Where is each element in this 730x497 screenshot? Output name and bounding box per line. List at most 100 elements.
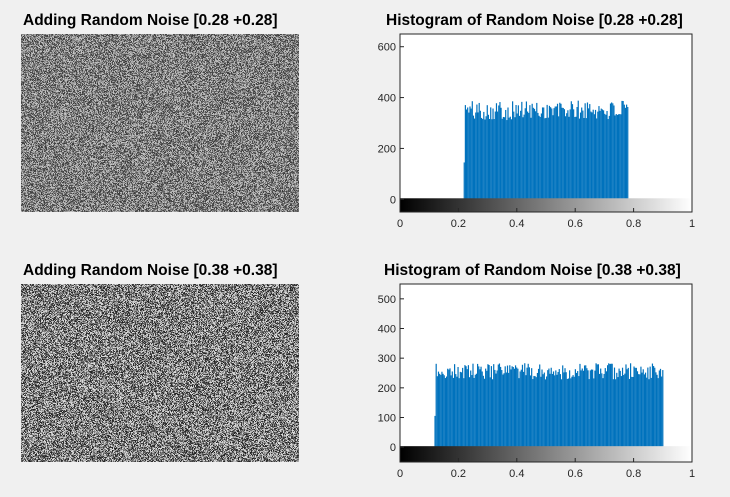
histogram-bar (589, 370, 591, 448)
histogram-bar (577, 100, 579, 200)
histogram-bar (524, 363, 526, 448)
histogram-bar (552, 115, 554, 200)
histogram-bar (508, 117, 510, 200)
histogram-bar (533, 108, 536, 200)
histogram-bar (443, 375, 445, 448)
histogram-bar (521, 364, 524, 448)
histogram-bar (601, 373, 603, 448)
histogram-bar (506, 120, 508, 200)
histogram-bar (465, 109, 468, 200)
histogram-bar (476, 104, 478, 200)
x-tick-label: 0.4 (509, 468, 524, 480)
histogram-bar (585, 118, 587, 200)
histogram-bar (458, 378, 460, 448)
histogram-bar (613, 105, 615, 200)
histogram-bar (600, 108, 602, 200)
x-tick-label: 0 (397, 468, 403, 480)
histogram-bar (621, 367, 624, 448)
histogram-bar (614, 115, 616, 200)
histogram-bar (661, 376, 663, 448)
histogram-bar (492, 108, 494, 200)
histogram-bar (529, 375, 532, 448)
histogram-bar (434, 415, 436, 448)
histogram-bar (510, 369, 512, 448)
histogram-bar (465, 366, 467, 448)
histogram-bar (464, 365, 466, 448)
histogram-bar (605, 114, 607, 200)
axes-box (399, 33, 693, 213)
histogram-title-2: Histogram of Random Noise [0.38 +0.38] (384, 262, 681, 279)
y-tick-label: 0 (390, 194, 396, 206)
histogram-bar (624, 373, 626, 448)
histogram-bar (554, 106, 556, 200)
histogram-bar (442, 373, 444, 448)
x-tick-label: 1 (689, 468, 695, 480)
histogram-bar (574, 369, 576, 448)
histogram-bar (656, 374, 658, 448)
histogram-bar (575, 116, 577, 200)
x-tick-label: 0.6 (568, 218, 583, 230)
histogram-bar (562, 365, 564, 448)
histogram-bar (440, 374, 442, 448)
histogram-bar (535, 377, 537, 448)
histogram-bar (621, 100, 623, 200)
image-title-1: Adding Random Noise [0.28 +0.28] (23, 12, 278, 29)
histogram-bar (620, 114, 622, 200)
histogram-bar (435, 363, 437, 448)
x-tick-label: 1 (689, 218, 695, 230)
histogram-bar (494, 111, 496, 200)
histogram-bar (554, 375, 556, 448)
histogram-bar (471, 101, 473, 200)
histogram-bar (445, 376, 448, 448)
histogram-bar (466, 369, 468, 448)
histogram-bar (608, 363, 610, 448)
histogram-bar (575, 372, 578, 448)
histogram-bar (564, 116, 567, 200)
histogram-bar (559, 374, 562, 448)
histogram-bar (557, 372, 559, 448)
histogram-bar (570, 101, 572, 200)
histogram-bar (460, 372, 463, 448)
histogram-bar (651, 363, 654, 448)
y-tick-label: 500 (378, 294, 396, 306)
histogram-bar (472, 363, 474, 448)
histogram-bar (619, 370, 621, 448)
histogram-bar (477, 112, 479, 200)
histogram-bar (459, 371, 461, 448)
histogram-bar (526, 111, 529, 200)
histogram-bar (586, 102, 589, 200)
histogram-bar (493, 364, 495, 448)
y-tick-label: 400 (378, 324, 396, 336)
histogram-bar (537, 368, 540, 448)
histogram-bar (504, 366, 506, 448)
histogram-bar (498, 363, 501, 448)
histogram-bar (595, 363, 597, 448)
histogram-bar (538, 115, 540, 200)
histogram-bar (549, 373, 551, 448)
x-tick-label: 0.2 (451, 468, 466, 480)
histogram-bar (541, 107, 544, 200)
histogram-bar (497, 111, 499, 200)
histogram-bar (658, 370, 660, 448)
histogram-bar (629, 363, 632, 448)
histogram-bar (608, 115, 610, 200)
x-tick-label: 0.8 (626, 218, 641, 230)
histogram-bar (615, 114, 617, 200)
histogram-bar (592, 369, 594, 448)
histogram-bar (604, 368, 606, 448)
histogram-bar (597, 364, 599, 448)
histogram-bar (512, 366, 514, 448)
histogram-bar (558, 116, 560, 200)
histogram-bar (455, 374, 457, 448)
histogram-bar (505, 372, 507, 448)
histogram-bar (544, 379, 547, 448)
histogram-bar (451, 371, 453, 448)
histogram-bar (491, 379, 494, 448)
histogram-bar (539, 364, 541, 448)
histogram-bar (580, 370, 582, 448)
histogram-bar (603, 373, 605, 448)
histogram-bar (584, 103, 586, 200)
histogram-bar (600, 368, 602, 448)
noise-image-1 (21, 34, 299, 212)
